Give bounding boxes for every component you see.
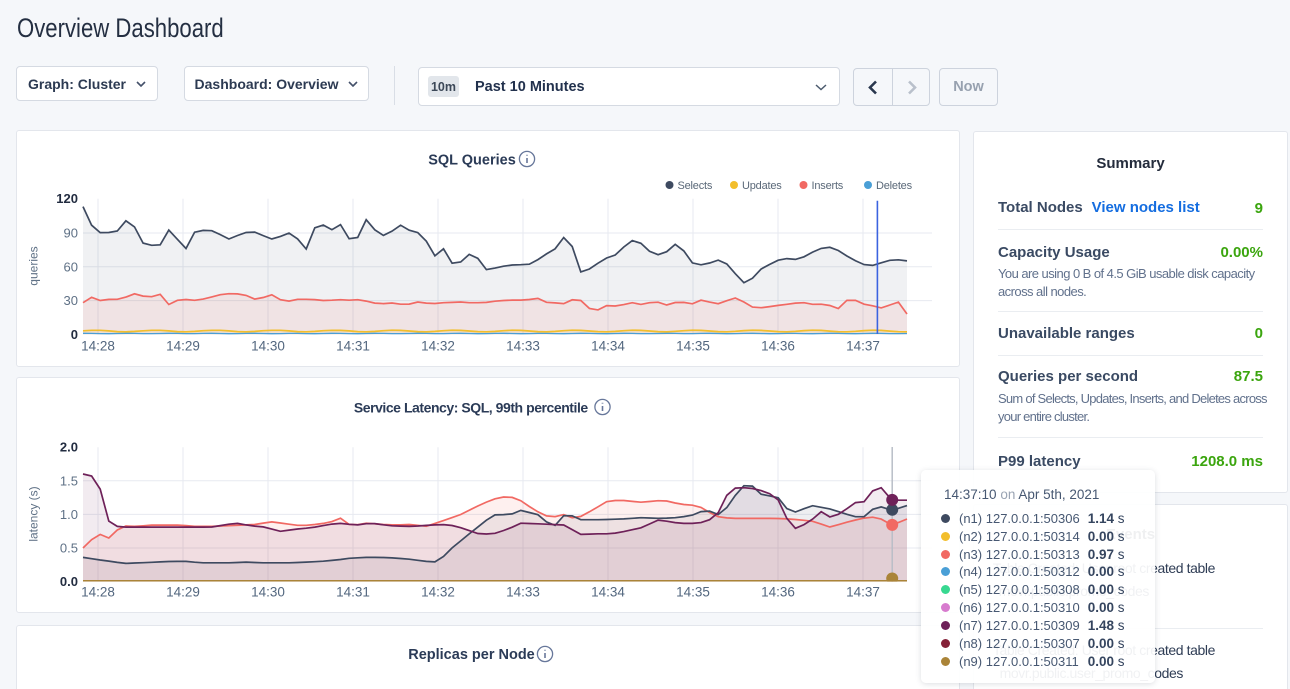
svg-text:Selects: Selects [678, 180, 713, 192]
svg-text:14:37: 14:37 [846, 585, 880, 600]
svg-text:SQL Queries: SQL Queries [428, 153, 516, 169]
svg-text:14:33: 14:33 [506, 339, 540, 354]
svg-text:14:35: 14:35 [676, 585, 710, 600]
svg-text:60: 60 [64, 259, 78, 274]
svg-text:Service Latency: SQL, 99th per: Service Latency: SQL, 99th percentile [354, 400, 589, 416]
svg-text:14:37: 14:37 [846, 339, 880, 354]
svg-text:queries: queries [27, 246, 41, 285]
svg-text:Replicas per Node: Replicas per Node [408, 647, 535, 663]
svg-text:14:34: 14:34 [591, 585, 625, 600]
svg-text:14:36: 14:36 [761, 339, 795, 354]
svg-text:0.5: 0.5 [60, 541, 78, 556]
svg-text:14:31: 14:31 [336, 585, 370, 600]
svg-text:90: 90 [64, 226, 78, 241]
svg-text:14:30: 14:30 [251, 585, 285, 600]
svg-text:14:30: 14:30 [251, 339, 285, 354]
svg-text:Inserts: Inserts [812, 180, 844, 192]
svg-text:14:34: 14:34 [591, 339, 625, 354]
svg-text:14:29: 14:29 [166, 339, 200, 354]
svg-text:14:32: 14:32 [421, 339, 455, 354]
svg-text:1.0: 1.0 [60, 507, 78, 522]
svg-text:14:31: 14:31 [336, 339, 370, 354]
svg-text:120: 120 [56, 191, 78, 206]
svg-text:30: 30 [64, 293, 78, 308]
svg-text:1.5: 1.5 [60, 473, 78, 488]
svg-text:2.0: 2.0 [60, 440, 78, 455]
svg-text:14:29: 14:29 [166, 585, 200, 600]
svg-text:latency (s): latency (s) [27, 486, 41, 541]
svg-text:90: 90 [64, 686, 78, 689]
svg-text:14:36: 14:36 [761, 585, 795, 600]
svg-text:14:28: 14:28 [81, 339, 115, 354]
svg-text:14:28: 14:28 [81, 585, 115, 600]
svg-text:14:35: 14:35 [676, 339, 710, 354]
svg-text:Deletes: Deletes [876, 180, 913, 192]
svg-text:0.0: 0.0 [60, 574, 78, 589]
svg-text:14:33: 14:33 [506, 585, 540, 600]
svg-text:14:32: 14:32 [421, 585, 455, 600]
svg-text:Updates: Updates [742, 180, 782, 192]
svg-text:0: 0 [71, 327, 78, 342]
